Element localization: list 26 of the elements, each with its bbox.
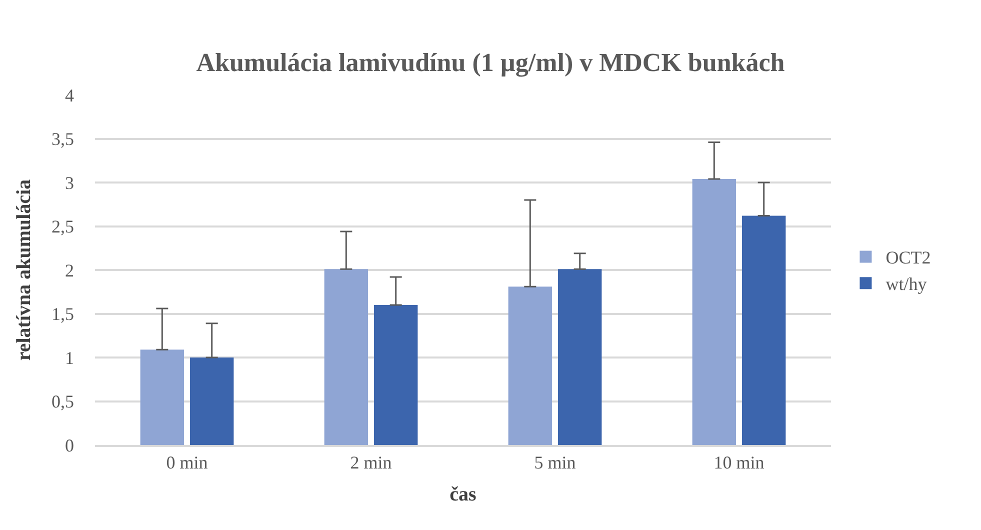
x-tick-label: 0 min bbox=[166, 452, 208, 472]
bar bbox=[508, 286, 552, 445]
y-tick-label: 4 bbox=[65, 85, 74, 106]
bar bbox=[558, 269, 602, 445]
x-tick-label: 10 min bbox=[714, 452, 764, 472]
bar bbox=[140, 350, 184, 445]
x-tick-label: 2 min bbox=[350, 452, 392, 472]
bar bbox=[190, 358, 234, 445]
y-tick-label: 2,5 bbox=[52, 216, 74, 237]
bar bbox=[374, 305, 418, 445]
legend-label: OCT2 bbox=[886, 248, 931, 268]
x-tick-label: 5 min bbox=[534, 452, 576, 472]
y-tick-label: 0 bbox=[65, 435, 74, 456]
bar bbox=[324, 269, 368, 445]
y-tick-label: 1 bbox=[65, 348, 74, 368]
legend-label: wt/hy bbox=[886, 274, 927, 294]
y-axis-title: relatívna akumulácia bbox=[13, 179, 35, 361]
chart-title: Akumulácia lamivudínu (1 µg/ml) v MDCK bunkách bbox=[196, 48, 786, 78]
y-tick-label: 1,5 bbox=[52, 304, 74, 324]
x-axis-title: čas bbox=[450, 483, 477, 506]
y-tick-label: 2 bbox=[65, 260, 74, 280]
bar bbox=[742, 216, 786, 445]
y-tick-label: 3,5 bbox=[52, 129, 74, 150]
y-tick-label: 3 bbox=[65, 172, 74, 193]
y-tick-label: 0,5 bbox=[52, 392, 74, 412]
bar bbox=[692, 179, 736, 445]
